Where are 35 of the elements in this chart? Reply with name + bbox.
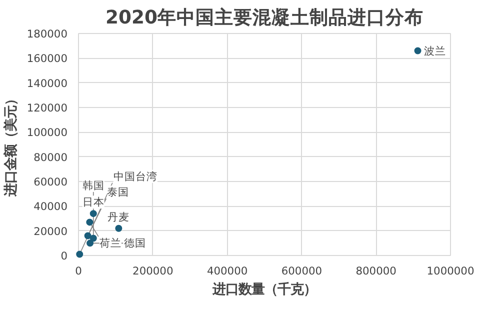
x-tick-label: 600000 [281,264,322,278]
annotation: 波兰 [424,44,446,58]
y-tick-label: 0 [60,250,68,262]
y-axis-title: 进口金额（美元） [2,92,19,198]
y-tick-label: 160000 [26,52,68,66]
y-tick-label: 100000 [26,126,68,140]
annotation: 泰国 [107,186,130,199]
annotation: 荷兰 [99,236,122,250]
y-tick-label: 60000 [34,176,68,188]
x-tick-label: 800000 [356,264,397,278]
x-tick-label: 400000 [206,264,248,278]
annotation: 德国 [124,236,146,250]
point [90,234,97,242]
y-tick-label: 80000 [34,150,68,164]
y-tick-label: 120000 [26,102,68,114]
point [76,250,84,258]
point [414,47,422,54]
point [90,210,97,218]
chart-title: 2020年中国主要混凝土制品进口分布 [106,6,424,28]
y-tick-label: 180000 [26,28,68,40]
annotation: 日本 [82,196,104,209]
x-axis-title: 进口数量（千克） [212,282,316,298]
point [84,232,92,240]
point [115,224,122,232]
y-tick-label: 140000 [26,76,68,90]
x-tick-label: 1000000 [426,264,474,278]
annotation: 丹麦 [108,210,130,224]
point [86,240,94,247]
x-tick-label: 0 [75,264,82,278]
y-tick-label: 40000 [34,200,68,214]
point [86,218,94,226]
annotation: 韩国 [82,178,104,192]
annotation: 中国台湾 [113,170,158,183]
x-tick-label: 200000 [132,264,174,278]
y-tick-label: 20000 [34,224,68,238]
